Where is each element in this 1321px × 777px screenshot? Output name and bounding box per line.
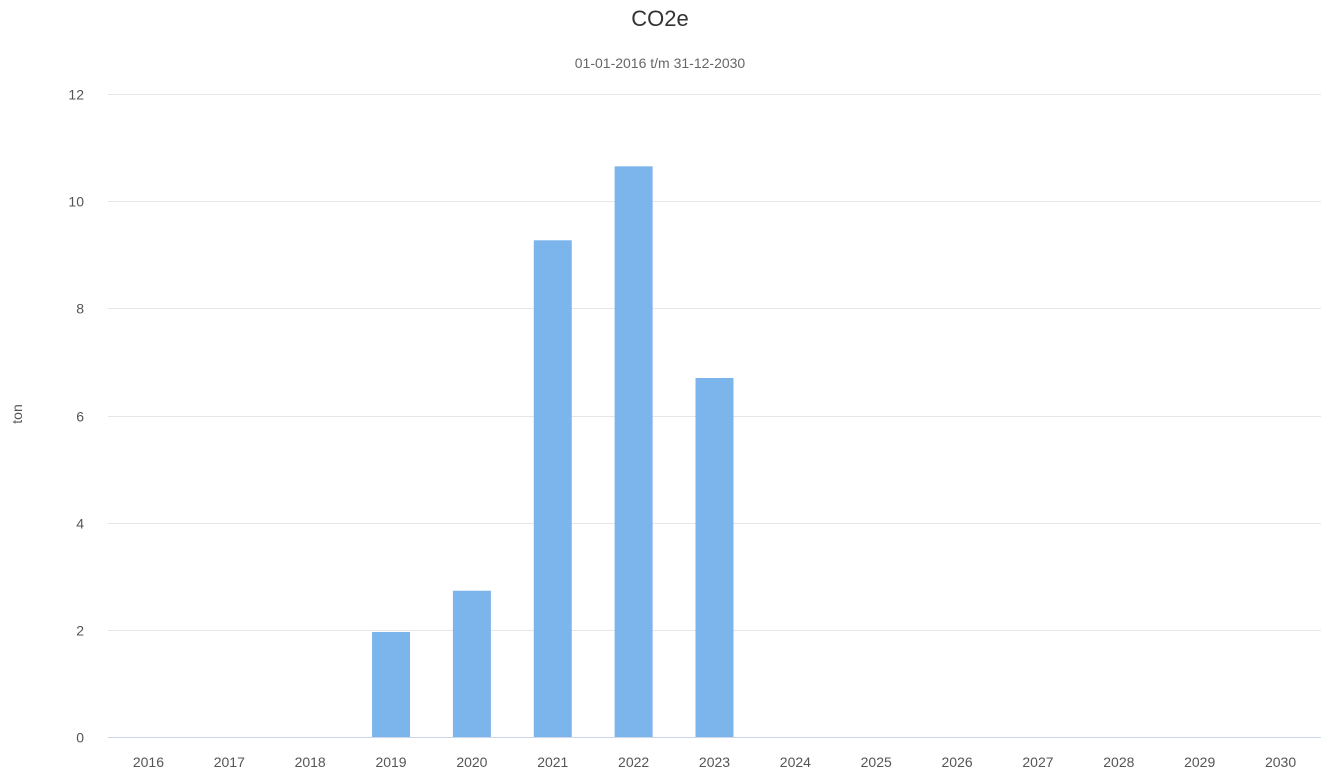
x-tick-label: 2017 — [214, 754, 245, 770]
x-tick-label: 2022 — [618, 754, 649, 770]
y-tick-label: 12 — [68, 87, 84, 103]
bar[interactable] — [614, 166, 653, 737]
x-tick-label: 2021 — [537, 754, 568, 770]
y-tick-label: 6 — [76, 409, 84, 425]
x-tick-label: 2019 — [375, 754, 406, 770]
x-tick-label: 2026 — [942, 754, 973, 770]
x-axis-ticks: 2016 2017 2018 2019 2020 2021 2022 2023 2024 2025… — [108, 737, 1321, 770]
y-tick-label: 4 — [76, 516, 84, 532]
y-tick-label: 10 — [68, 194, 84, 210]
bar[interactable] — [533, 240, 572, 737]
x-tick-label: 2025 — [861, 754, 892, 770]
y-tick-label: 2 — [76, 623, 84, 639]
x-tick-label: 2020 — [456, 754, 487, 770]
x-tick-label: 2029 — [1184, 754, 1215, 770]
y-axis-ticks: 0 2 4 6 8 10 12 — [68, 87, 84, 746]
y-axis-label: ton — [9, 404, 25, 423]
x-tick-label: 2016 — [133, 754, 164, 770]
y-tick-label: 0 — [76, 730, 84, 746]
chart-title: CO2e — [631, 6, 688, 31]
chart-subtitle: 01-01-2016 t/m 31-12-2030 — [575, 55, 746, 71]
y-tick-label: 8 — [76, 301, 84, 317]
x-tick-label: 2030 — [1265, 754, 1296, 770]
x-tick-label: 2027 — [1022, 754, 1053, 770]
bars — [372, 166, 734, 737]
x-tick-label: 2023 — [699, 754, 730, 770]
bar[interactable] — [695, 377, 734, 737]
bar[interactable] — [372, 631, 411, 737]
x-tick-label: 2024 — [780, 754, 811, 770]
bar[interactable] — [452, 590, 491, 737]
x-tick-label: 2018 — [295, 754, 326, 770]
x-tick-label: 2028 — [1103, 754, 1134, 770]
